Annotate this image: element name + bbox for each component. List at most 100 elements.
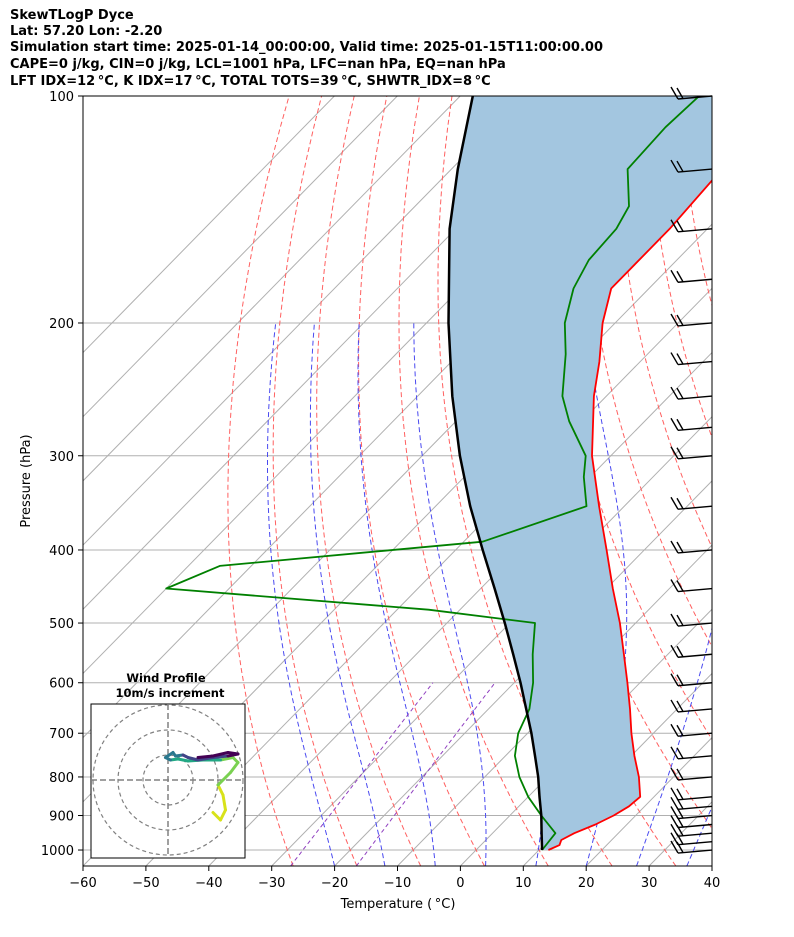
isotherm-line — [83, 96, 524, 546]
wind-barb-flag — [670, 815, 679, 828]
y-tick-label: 700 — [49, 727, 74, 742]
moist-adiabat-line — [309, 322, 386, 866]
wind-barb-flag — [676, 724, 684, 737]
wind-barb-flag — [670, 613, 679, 627]
mixing-ratio-line — [355, 682, 496, 866]
dry-adiabat-line — [316, 96, 422, 866]
wind-barb-flag — [670, 86, 679, 100]
wind-barb-shaft — [677, 708, 713, 713]
wind-barb-flag — [670, 579, 679, 592]
x-tick-label: −40 — [195, 876, 222, 891]
isotherm-line — [271, 415, 712, 866]
moist-adiabat-line — [413, 323, 487, 866]
hodograph-segment — [219, 808, 227, 822]
y-tick-label: 100 — [49, 90, 74, 105]
wind-barb-flag — [676, 747, 684, 759]
x-tick-label: 20 — [578, 876, 595, 891]
hodograph-segment — [229, 761, 240, 774]
moist-adiabat-line — [267, 322, 336, 866]
wind-barb-shaft — [677, 587, 713, 593]
wind-barb-flag — [676, 541, 684, 553]
parcel-line — [447, 96, 544, 851]
wind-barb — [670, 787, 713, 801]
cape-cin-text: CAPE=0 j/kg, CIN=0 j/kg, LCL=1001 hPa, L… — [10, 57, 506, 72]
moist-adiabat-line — [357, 322, 436, 866]
y-tick-label: 500 — [49, 617, 74, 632]
wind-barb-shaft — [677, 505, 713, 510]
dry-adiabat-line — [679, 96, 712, 308]
isotherm-line — [83, 96, 398, 418]
wind-barb-flag — [670, 673, 679, 687]
wind-barb-shaft — [677, 755, 713, 760]
x-axis-ticks: −60 −50 −40 −30 −20 −10 0 10 20 30 40 — [69, 866, 720, 891]
wind-barb-flag — [670, 496, 679, 510]
wind-barb-flag — [670, 417, 679, 431]
wind-barb-shaft — [677, 395, 713, 400]
wind-barb — [670, 269, 713, 283]
wind-barb-flag — [670, 723, 679, 737]
wind-barb-flag — [670, 219, 679, 233]
wind-barb-shaft — [677, 549, 713, 554]
inset-title: Wind Profile — [126, 671, 206, 685]
wind-barb-shaft — [677, 278, 713, 283]
hodograph-segment — [216, 771, 232, 787]
wind-barb-shaft — [677, 814, 713, 820]
wind-barb — [670, 644, 713, 658]
wind-barb-flag — [670, 313, 679, 327]
wind-barb-shaft — [677, 776, 713, 781]
cape-shaded-area — [448, 96, 712, 850]
wind-barb-flag — [670, 746, 679, 760]
wind-barb-flag — [676, 788, 684, 800]
wind-barb — [670, 496, 713, 510]
wind-barb-shaft — [677, 823, 713, 829]
moist-adiabat-line — [686, 805, 712, 866]
wind-barb-flag — [676, 497, 684, 510]
hodograph-segment — [176, 757, 190, 763]
dewpoint-line — [165, 96, 700, 851]
x-tick-label: −10 — [384, 876, 411, 891]
wind-barb-flag — [676, 700, 684, 712]
wind-barb-shaft — [677, 360, 713, 366]
wind-barb-flag — [676, 87, 684, 99]
moist-adiabat-line — [636, 626, 712, 866]
hodograph-segment — [211, 754, 230, 759]
x-tick-label: −30 — [258, 876, 285, 891]
wind-barb-flag — [670, 159, 679, 173]
wind-barb-flag — [670, 386, 679, 400]
wind-barb — [670, 540, 713, 554]
dry-adiabat-line — [227, 96, 294, 866]
wind-barb — [670, 352, 713, 366]
wind-barb-shaft — [677, 796, 713, 801]
wind-barb-flag — [670, 767, 679, 781]
hodograph-segment — [211, 751, 230, 758]
wind-barb — [670, 767, 713, 781]
wind-barb — [670, 699, 713, 713]
wind-barb — [670, 613, 713, 627]
isotherm-line — [711, 865, 712, 866]
dry-adiabat-line — [713, 96, 794, 866]
y-axis-ticks: 1000 900 800 700 600 500 400 300 200 100 — [41, 90, 83, 859]
y-tick-label: 900 — [49, 810, 74, 825]
wind-barb-flag — [676, 270, 684, 283]
x-tick-label: 40 — [704, 876, 721, 891]
hodograph-segment — [186, 756, 200, 762]
wind-barb — [670, 723, 713, 737]
x-tick-label: 0 — [456, 876, 464, 891]
wind-barb — [670, 219, 713, 233]
wind-barb — [670, 796, 713, 810]
wind-barb-shaft — [677, 653, 713, 658]
hodograph-segment — [221, 793, 227, 812]
profile-lines — [165, 96, 712, 851]
isotherm-line — [83, 96, 335, 354]
wind-barb-shaft — [677, 832, 713, 837]
wind-barb — [670, 446, 713, 460]
x-tick-label: −50 — [132, 876, 159, 891]
wind-barb — [670, 746, 713, 760]
y-tick-label: 300 — [49, 450, 74, 465]
wind-barb — [670, 386, 713, 400]
y-tick-label: 200 — [49, 317, 74, 332]
wind-barb-shaft — [677, 426, 713, 431]
wind-barb-flag — [670, 840, 679, 854]
isotherm-line — [522, 672, 712, 866]
wind-barb-shaft — [677, 682, 713, 687]
